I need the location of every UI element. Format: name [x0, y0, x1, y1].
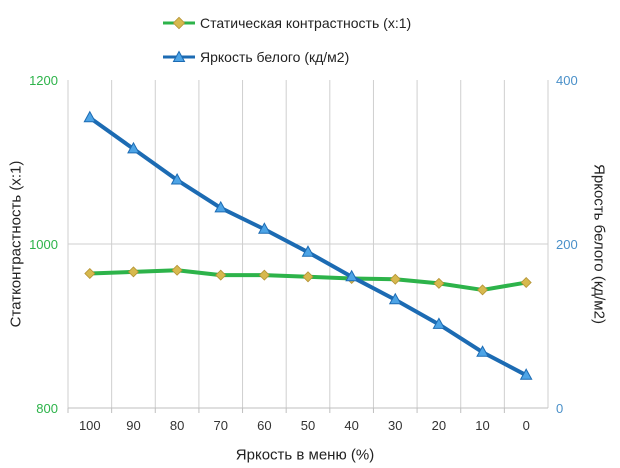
data-point-contrast — [302, 271, 314, 283]
x-axis-title: Яркость в меню (%) — [235, 446, 375, 464]
data-point-contrast — [477, 284, 489, 296]
y-tick-label-left: 800 — [36, 401, 58, 416]
data-point-brightness — [214, 200, 228, 213]
y-axis-title-left: Статконтрастность (x:1) — [7, 160, 25, 328]
x-tick-label: 100 — [79, 418, 101, 433]
x-tick-label: 40 — [344, 418, 358, 433]
data-point-brightness — [432, 317, 446, 329]
legend-brightness-label: Яркость белого (кд/м2) — [200, 49, 350, 65]
data-point-brightness — [127, 141, 140, 154]
x-tick-label: 90 — [126, 418, 140, 433]
x-tick-label: 0 — [523, 418, 530, 433]
legend: Статическая контрастность (x:1) Яркость … — [162, 10, 482, 78]
x-tick-label: 60 — [257, 418, 271, 433]
legend-contrast-label: Статическая контрастность (x:1) — [200, 15, 412, 31]
data-point-contrast — [389, 273, 401, 285]
x-tick-label: 20 — [432, 418, 446, 433]
legend-item-brightness[interactable]: Яркость белого (кд/м2) — [162, 44, 482, 70]
data-point-brightness — [388, 292, 402, 305]
x-tick-label: 80 — [170, 418, 184, 433]
data-point-brightness — [258, 222, 271, 234]
x-tick-label: 10 — [475, 418, 489, 433]
y-tick-label-left: 1000 — [29, 237, 58, 252]
data-point-brightness — [83, 110, 97, 123]
x-tick-label: 70 — [213, 418, 227, 433]
data-point-brightness — [345, 269, 358, 282]
data-point-contrast — [258, 269, 270, 281]
data-point-contrast — [127, 266, 139, 278]
data-point-contrast — [433, 277, 445, 289]
data-point-contrast — [215, 269, 227, 281]
y-tick-label-right: 200 — [556, 237, 578, 252]
data-point-brightness — [301, 245, 315, 257]
data-point-brightness — [170, 173, 184, 185]
data-point-brightness — [476, 345, 489, 357]
data-point-brightness — [519, 368, 533, 380]
data-point-contrast — [171, 264, 183, 276]
legend-item-contrast[interactable]: Статическая контрастность (x:1) — [162, 10, 482, 36]
data-point-contrast — [520, 277, 532, 289]
x-tick-label: 30 — [388, 418, 402, 433]
data-point-contrast — [84, 268, 96, 280]
y-axis-title-right: Яркость белого (кд/м2) — [590, 164, 608, 324]
legend-brightness-swatch — [163, 50, 195, 62]
x-tick-label: 50 — [301, 418, 315, 433]
y-tick-label-right: 400 — [556, 73, 578, 88]
legend-contrast-swatch — [163, 16, 195, 30]
y-tick-label-left: 1200 — [29, 73, 58, 88]
y-tick-label-right: 0 — [556, 401, 563, 416]
